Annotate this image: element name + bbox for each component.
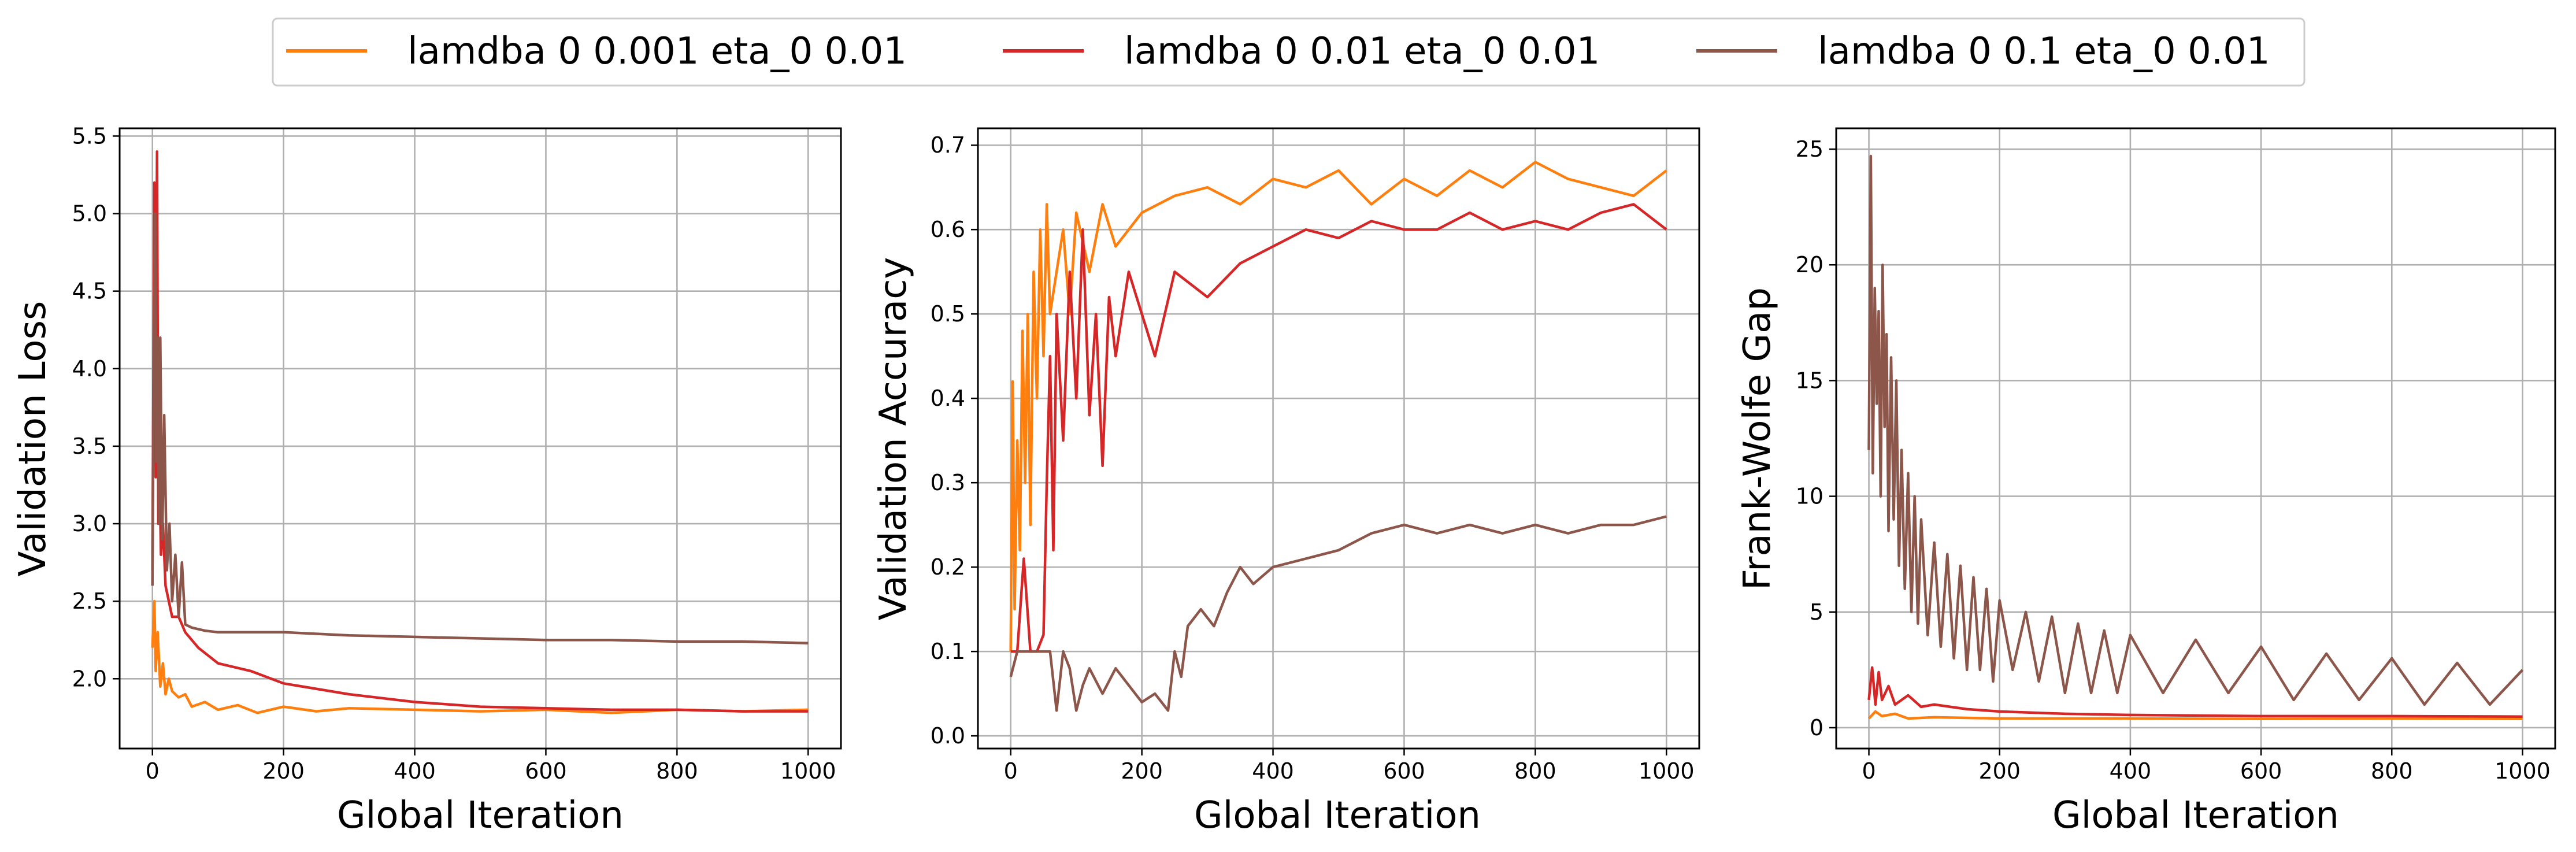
x-tick-label: 0	[1004, 758, 1018, 784]
y-tick-label: 5.5	[72, 123, 107, 149]
y-tick-label: 2.0	[72, 666, 107, 691]
legend-label-3: lamdba 0 0.1 eta_0 0.01	[1818, 30, 2270, 73]
y-tick-label: 3.0	[72, 511, 107, 536]
y-tick-label: 2.5	[72, 588, 107, 614]
y-tick-label: 0	[1810, 715, 1823, 740]
y-axis-title: Validation Loss	[12, 301, 54, 577]
x-tick-label: 800	[656, 758, 698, 784]
x-tick-label: 200	[1121, 758, 1163, 784]
y-tick-label: 15	[1796, 368, 1823, 393]
x-tick-label: 0	[1862, 758, 1876, 784]
y-tick-label: 10	[1796, 484, 1823, 509]
x-tick-label: 200	[1978, 758, 2021, 784]
y-tick-label: 0.0	[931, 723, 965, 749]
y-tick-label: 5	[1810, 599, 1823, 625]
x-tick-label: 1000	[1639, 758, 1695, 784]
x-tick-label: 400	[2110, 758, 2152, 784]
legend-label-1: lamdba 0 0.001 eta_0 0.01	[407, 30, 907, 73]
y-tick-label: 3.5	[72, 434, 107, 459]
legend: lamdba 0 0.001 eta_0 0.01 lamdba 0 0.01 …	[273, 18, 2304, 86]
y-tick-label: 0.1	[931, 639, 965, 664]
y-axis-title: Frank-Wolfe Gap	[1736, 287, 1779, 590]
x-tick-label: 800	[2371, 758, 2413, 784]
y-tick-label: 0.4	[931, 386, 965, 411]
x-tick-label: 600	[525, 758, 567, 784]
y-tick-label: 4.0	[72, 356, 107, 381]
x-axis-title: Global Iteration	[337, 794, 624, 837]
x-tick-label: 600	[2240, 758, 2282, 784]
y-tick-label: 4.5	[72, 279, 107, 304]
y-tick-label: 0.3	[931, 470, 965, 495]
x-tick-label: 200	[262, 758, 305, 784]
x-tick-label: 800	[1514, 758, 1556, 784]
x-tick-label: 400	[394, 758, 436, 784]
x-tick-label: 0	[146, 758, 160, 784]
y-tick-label: 20	[1796, 252, 1823, 277]
y-tick-label: 5.0	[72, 201, 107, 227]
x-tick-label: 1000	[2495, 758, 2551, 784]
legend-label-2: lamdba 0 0.01 eta_0 0.01	[1124, 30, 1600, 73]
y-axis-title: Validation Accuracy	[872, 257, 915, 621]
x-tick-label: 600	[1383, 758, 1425, 784]
x-tick-label: 1000	[780, 758, 836, 784]
x-axis-title: Global Iteration	[1194, 794, 1481, 837]
x-axis-title: Global Iteration	[2052, 794, 2339, 837]
y-tick-label: 0.5	[931, 301, 965, 327]
y-tick-label: 0.7	[931, 132, 965, 158]
y-tick-label: 25	[1796, 136, 1823, 162]
y-tick-label: 0.6	[931, 217, 965, 242]
x-tick-label: 400	[1252, 758, 1294, 784]
y-tick-label: 0.2	[931, 554, 965, 580]
